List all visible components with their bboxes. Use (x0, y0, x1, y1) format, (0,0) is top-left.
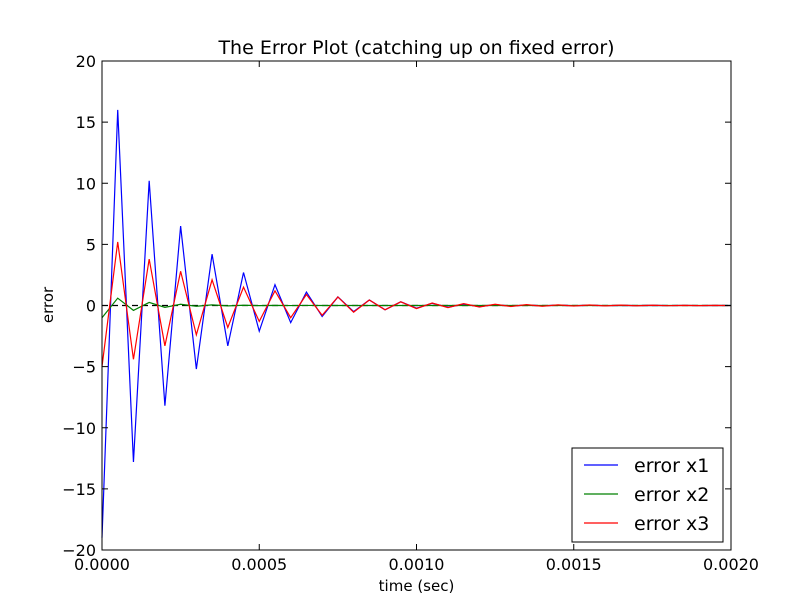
series-line-3 (101, 241, 732, 367)
plot-area: 0.0000 0.0005 0.0010 0.0015 0.0020 −20 −15 −10 −… (62, 52, 759, 574)
y-tick-label: −10 (62, 419, 96, 438)
legend-box (571, 447, 724, 543)
legend: error x1 error x2 error x3 (571, 447, 724, 543)
y-tick-label: 5 (86, 235, 96, 254)
y-tick-label: 0 (86, 297, 96, 316)
x-tick-label: 0.0010 (389, 555, 445, 574)
x-tick-label: 0.0015 (546, 555, 602, 574)
y-tick-label: −5 (72, 358, 96, 377)
y-tick-label: 10 (76, 174, 96, 193)
x-axis-label: time (sec) (379, 577, 455, 595)
chart-title: The Error Plot (catching up on fixed err… (217, 37, 614, 59)
y-axis-label: error (39, 286, 57, 323)
x-tick-label: 0.0000 (74, 555, 130, 574)
y-tick-label: −20 (62, 541, 96, 560)
y-tick-label: 15 (76, 113, 96, 132)
legend-label-1: error x1 (634, 455, 709, 477)
x-tick-label: 0.0005 (231, 555, 287, 574)
legend-label-2: error x2 (634, 484, 709, 506)
legend-label-3: error x3 (634, 513, 709, 535)
y-tick-label: −15 (62, 480, 96, 499)
y-tick-label: 20 (76, 52, 96, 71)
x-tick-label: 0.0020 (703, 555, 759, 574)
